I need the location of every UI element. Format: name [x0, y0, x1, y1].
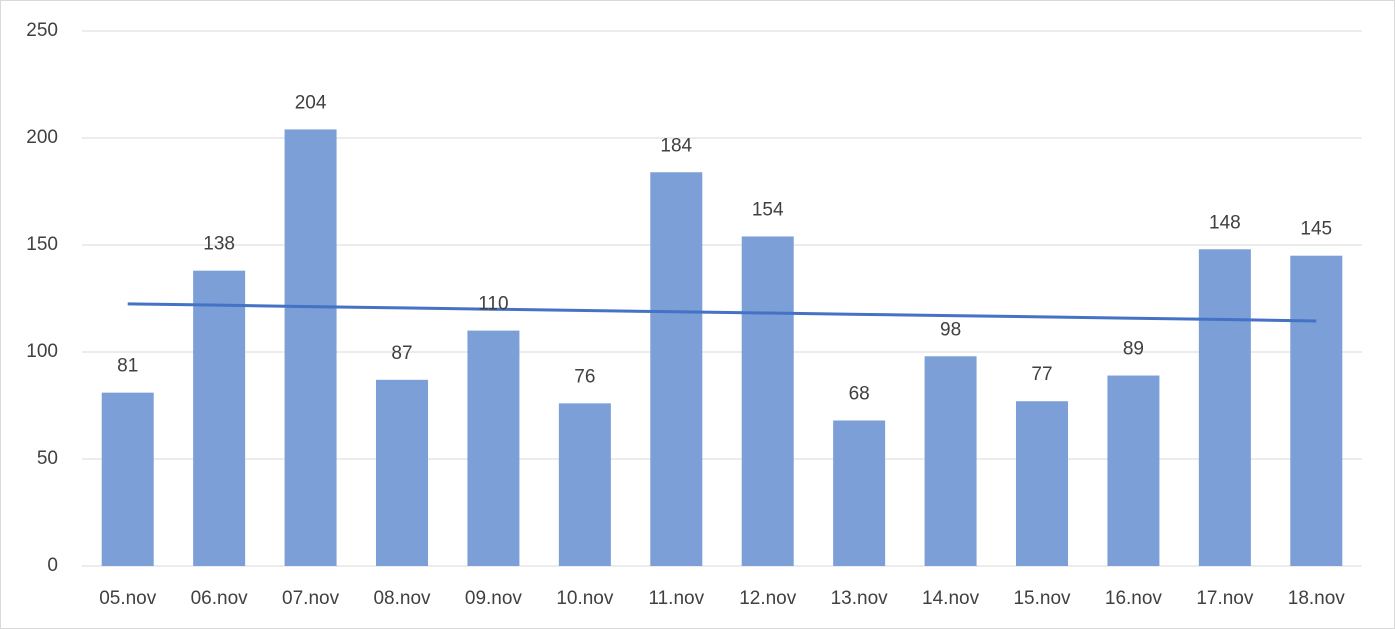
bar [1107, 375, 1160, 566]
bar [558, 403, 611, 566]
x-tick-label: 16.nov [1105, 588, 1163, 609]
bar [376, 379, 428, 566]
x-tick-label: 06.nov [191, 588, 249, 609]
bar [467, 330, 520, 566]
y-tick-label: 100 [26, 341, 58, 362]
data-label: 68 [849, 383, 870, 404]
x-tick-label: 05.nov [99, 588, 157, 609]
x-tick-label: 11.nov [648, 588, 704, 609]
y-tick-label: 150 [26, 234, 58, 255]
y-tick-label: 0 [47, 555, 58, 576]
bar [193, 270, 246, 566]
y-tick-label: 50 [37, 448, 58, 469]
x-tick-label: 14.nov [922, 588, 980, 609]
data-label: 138 [203, 234, 235, 255]
x-tick-label: 09.nov [465, 588, 523, 609]
bars [101, 129, 1343, 567]
y-tick-label: 200 [26, 127, 58, 148]
bar [1016, 401, 1068, 566]
bar [741, 236, 794, 566]
bar [650, 172, 703, 567]
data-label: 76 [574, 366, 595, 387]
data-label: 184 [660, 135, 692, 156]
x-tick-label: 07.nov [282, 588, 340, 609]
x-tick-label: 12.nov [739, 588, 797, 609]
data-label: 145 [1300, 219, 1332, 240]
x-tick-label: 13.nov [831, 588, 889, 609]
trendline [127, 302, 1317, 323]
x-tick-label: 18.nov [1288, 588, 1346, 609]
bar [833, 420, 886, 566]
x-tick-label: 08.nov [373, 588, 431, 609]
x-tick-label: 15.nov [1013, 588, 1071, 609]
bar [284, 129, 337, 566]
data-label: 87 [391, 343, 412, 364]
data-label: 89 [1123, 339, 1144, 360]
data-label: 98 [940, 319, 961, 340]
data-label: 204 [295, 92, 327, 113]
bar [924, 356, 977, 566]
data-label: 81 [117, 356, 138, 377]
data-label: 154 [752, 199, 784, 220]
x-tick-label: 17.nov [1196, 588, 1254, 609]
data-label: 148 [1209, 212, 1241, 233]
y-tick-label: 250 [26, 20, 58, 41]
data-label: 110 [478, 294, 508, 315]
labels: 0 50 100 150 200 250 05.nov 81 06.nov 138 07.nov 20… [26, 20, 1345, 609]
data-label: 77 [1031, 364, 1052, 385]
bar [1290, 255, 1343, 566]
bar [1198, 249, 1251, 566]
x-tick-label: 10.nov [556, 588, 614, 609]
bar [101, 392, 154, 566]
